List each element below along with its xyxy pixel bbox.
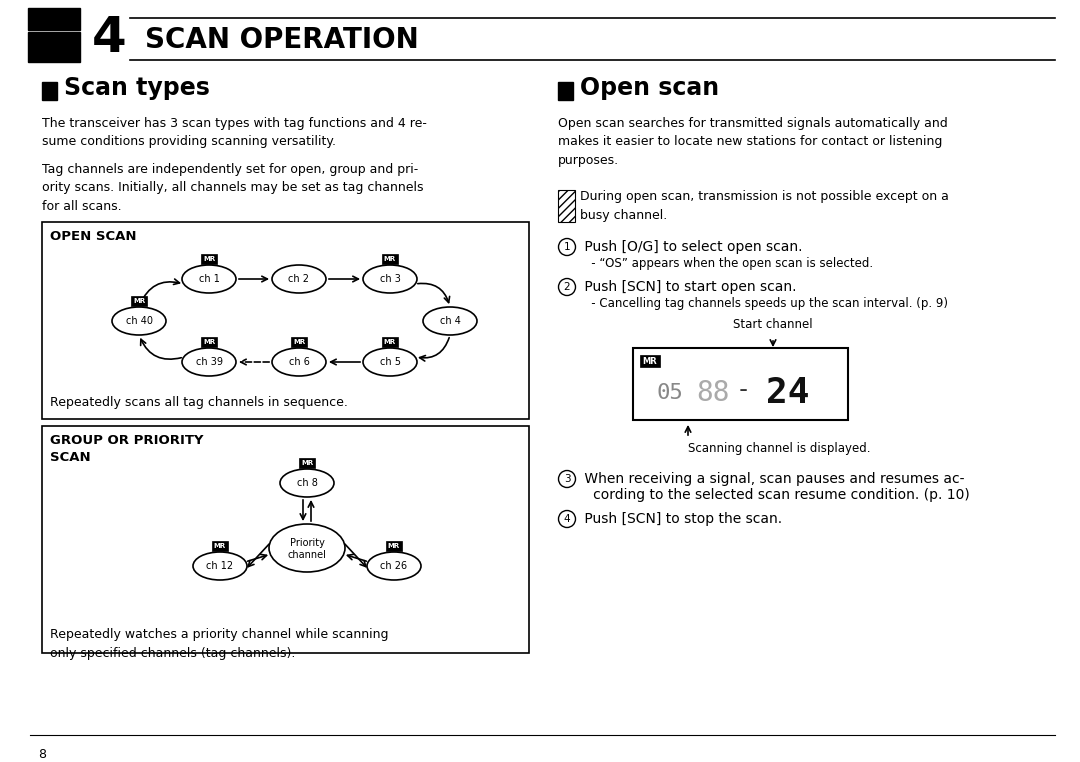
Bar (291, 337, 307, 347)
Text: Push [O/G] to select open scan.: Push [O/G] to select open scan. (580, 240, 802, 254)
Text: MR: MR (203, 256, 215, 262)
Bar (28, 32, 80, 62)
Text: The transceiver has 3 scan types with tag functions and 4 re-
sume conditions pr: The transceiver has 3 scan types with ta… (42, 117, 427, 149)
Ellipse shape (280, 469, 334, 497)
Bar (131, 296, 147, 306)
Text: 4: 4 (564, 514, 570, 524)
Text: GROUP OR PRIORITY: GROUP OR PRIORITY (50, 434, 203, 447)
Text: MR: MR (301, 460, 313, 466)
Text: ch 4: ch 4 (440, 316, 460, 326)
Text: SCAN: SCAN (50, 451, 91, 464)
Text: Repeatedly scans all tag channels in sequence.: Repeatedly scans all tag channels in seq… (50, 396, 348, 409)
Ellipse shape (423, 307, 477, 335)
Text: MR: MR (293, 339, 306, 345)
Circle shape (558, 511, 576, 527)
Text: MR: MR (383, 256, 396, 262)
Text: -: - (735, 378, 751, 402)
Text: 24: 24 (766, 376, 810, 410)
Bar (382, 337, 399, 347)
Bar (42, 222, 529, 419)
Bar (633, 348, 848, 420)
Text: ch 12: ch 12 (206, 561, 233, 571)
Ellipse shape (272, 348, 326, 376)
Text: Open scan: Open scan (580, 76, 719, 100)
Ellipse shape (363, 265, 417, 293)
Bar (386, 541, 402, 551)
Text: 88: 88 (697, 379, 730, 407)
Ellipse shape (363, 348, 417, 376)
Text: Push [SCN] to stop the scan.: Push [SCN] to stop the scan. (580, 512, 782, 526)
Text: OPEN SCAN: OPEN SCAN (50, 230, 136, 243)
Text: MR: MR (214, 543, 226, 549)
Text: - “OS” appears when the open scan is selected.: - “OS” appears when the open scan is sel… (580, 257, 873, 270)
Text: - Cancelling tag channels speeds up the scan interval. (p. 9): - Cancelling tag channels speeds up the … (580, 297, 948, 310)
Ellipse shape (112, 307, 166, 335)
Text: ch 6: ch 6 (288, 357, 310, 367)
Text: ch 40: ch 40 (125, 316, 152, 326)
Ellipse shape (269, 524, 345, 572)
Text: 4: 4 (92, 14, 126, 62)
Ellipse shape (367, 552, 421, 580)
Text: 1: 1 (564, 242, 570, 252)
Ellipse shape (183, 265, 237, 293)
Text: MR: MR (643, 357, 658, 366)
Text: ch 2: ch 2 (288, 274, 310, 284)
Text: ch 1: ch 1 (199, 274, 219, 284)
Circle shape (558, 239, 576, 255)
Bar (42, 426, 529, 653)
Text: Scanning channel is displayed.: Scanning channel is displayed. (688, 442, 870, 455)
Text: MR: MR (383, 339, 396, 345)
Text: ch 8: ch 8 (297, 478, 318, 488)
Text: Tag channels are independently set for open, group and pri-
ority scans. Initial: Tag channels are independently set for o… (42, 163, 423, 213)
Text: Open scan searches for transmitted signals automatically and
makes it easier to : Open scan searches for transmitted signa… (558, 117, 948, 167)
Text: 3: 3 (564, 474, 570, 484)
Ellipse shape (183, 348, 237, 376)
Text: SCAN OPERATION: SCAN OPERATION (145, 26, 419, 54)
Ellipse shape (272, 265, 326, 293)
Bar (201, 337, 217, 347)
Text: MR: MR (203, 339, 215, 345)
Text: When receiving a signal, scan pauses and resumes ac-: When receiving a signal, scan pauses and… (580, 472, 964, 486)
Bar (558, 82, 573, 100)
Bar (299, 458, 315, 468)
Ellipse shape (193, 552, 247, 580)
Text: Scan types: Scan types (64, 76, 210, 100)
Bar (558, 190, 575, 222)
Text: Start channel: Start channel (733, 318, 813, 331)
Text: 2: 2 (564, 282, 570, 292)
Bar (382, 254, 399, 264)
Text: MR: MR (388, 543, 400, 549)
Bar (201, 254, 217, 264)
Bar (42, 82, 57, 100)
Text: Push [SCN] to start open scan.: Push [SCN] to start open scan. (580, 280, 797, 294)
Bar (28, 8, 80, 30)
Text: ch 39: ch 39 (195, 357, 222, 367)
Text: ch 3: ch 3 (379, 274, 401, 284)
Bar (640, 355, 660, 367)
Circle shape (558, 470, 576, 488)
Text: 8: 8 (38, 748, 46, 761)
Circle shape (558, 278, 576, 296)
Bar (212, 541, 228, 551)
Text: cording to the selected scan resume condition. (p. 10): cording to the selected scan resume cond… (580, 488, 970, 502)
Text: channel: channel (287, 550, 326, 560)
Text: 05: 05 (657, 383, 684, 402)
Text: ch 26: ch 26 (380, 561, 407, 571)
Text: ch 5: ch 5 (379, 357, 401, 367)
Text: MR: MR (133, 298, 145, 304)
Text: Repeatedly watches a priority channel while scanning
only specified channels (ta: Repeatedly watches a priority channel wh… (50, 628, 389, 659)
Text: Priority: Priority (289, 538, 324, 548)
Text: During open scan, transmission is not possible except on a
busy channel.: During open scan, transmission is not po… (580, 190, 949, 222)
